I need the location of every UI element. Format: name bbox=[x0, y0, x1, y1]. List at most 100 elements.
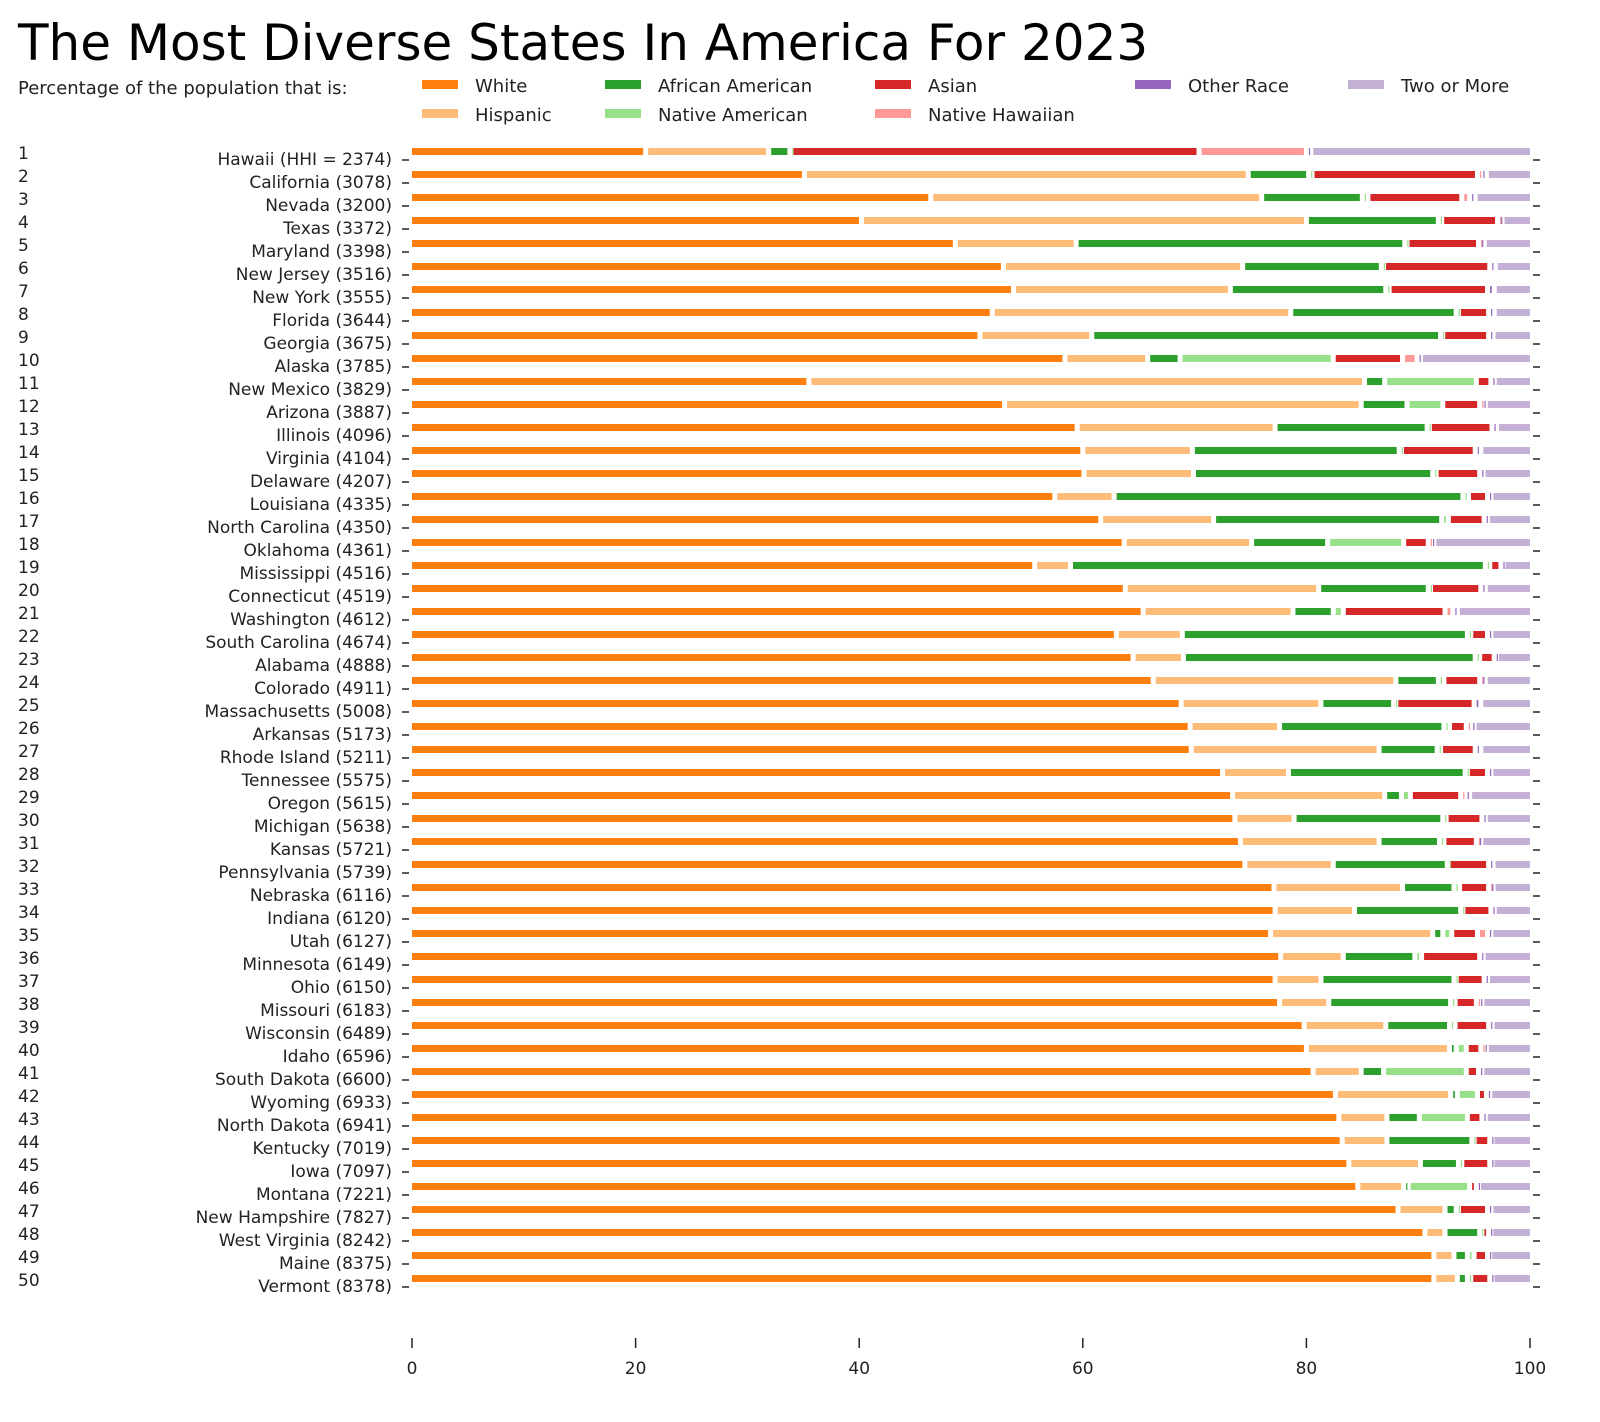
bar-segment-native-american bbox=[1396, 700, 1398, 707]
rank-label: 7 bbox=[18, 282, 29, 302]
state-label: Florida (3644) bbox=[272, 311, 392, 331]
bar-segment-other-race bbox=[1488, 1091, 1491, 1098]
bar-row: 47 New Hampshire (7827) bbox=[18, 1202, 1540, 1228]
bar-segment-hispanic bbox=[1237, 815, 1292, 822]
state-label: New York (3555) bbox=[252, 288, 392, 308]
rank-label: 43 bbox=[18, 1110, 40, 1130]
bar-segment-native-american bbox=[1441, 838, 1444, 845]
bar-segment-hispanic bbox=[1155, 677, 1394, 684]
bar-segment-white bbox=[412, 677, 1151, 684]
bar-segment-asian bbox=[1476, 1252, 1486, 1259]
bar-segment-african-american bbox=[1194, 447, 1397, 454]
state-label: Delaware (4207) bbox=[250, 472, 392, 492]
bar-segment-two-or-more bbox=[1493, 631, 1530, 638]
bar-segment-other-race bbox=[1419, 355, 1421, 362]
bar-segment-other-race bbox=[1478, 1183, 1481, 1190]
bar-row: 32 Pennsylvania (5739) bbox=[18, 857, 1540, 883]
state-label: Alabama (4888) bbox=[255, 656, 392, 676]
bar-segment-two-or-more bbox=[1483, 700, 1530, 707]
bar-segment-asian bbox=[1492, 562, 1499, 569]
rank-label: 36 bbox=[18, 949, 40, 969]
bar-segment-other-race bbox=[1467, 792, 1469, 799]
bar-segment-hispanic bbox=[1192, 723, 1278, 730]
bar-segment-african-american bbox=[1452, 1045, 1454, 1052]
bar-segment-native-hawaiian bbox=[1468, 723, 1470, 730]
bar-segment-hispanic bbox=[1360, 1183, 1402, 1190]
bar-segment-white bbox=[412, 424, 1075, 431]
bar-segment-white bbox=[412, 171, 802, 178]
bar-segment-white bbox=[412, 861, 1243, 868]
bar-segment-native-american bbox=[1459, 1091, 1475, 1098]
bar-segment-two-or-more bbox=[1476, 723, 1530, 730]
bar-segment-asian bbox=[1452, 723, 1464, 730]
bar-segment-hispanic bbox=[1341, 1114, 1385, 1121]
bar-segment-african-american bbox=[1356, 907, 1459, 914]
bar-segment-african-american bbox=[1195, 470, 1431, 477]
rank-label: 12 bbox=[18, 397, 40, 417]
bar-segment-native-hawaiian bbox=[1478, 999, 1481, 1006]
bar-segment-native-american bbox=[1458, 1045, 1464, 1052]
bar-row: 40 Idaho (6596) bbox=[18, 1041, 1540, 1067]
bar-segment-asian bbox=[1386, 263, 1488, 270]
bar-segment-two-or-more bbox=[1436, 539, 1530, 546]
bar-segment-african-american bbox=[1296, 815, 1441, 822]
bar-segment-hispanic bbox=[1277, 907, 1352, 914]
rank-label: 30 bbox=[18, 811, 40, 831]
bar-segment-two-or-more bbox=[1485, 470, 1530, 477]
bar-segment-other-race bbox=[1490, 286, 1492, 293]
bar-segment-african-american bbox=[1323, 700, 1392, 707]
bar-segment-asian bbox=[1454, 930, 1475, 937]
bar-row: 8 Florida (3644) bbox=[18, 305, 1540, 331]
bar-segment-two-or-more bbox=[1493, 1229, 1530, 1236]
state-label: Tennessee (5575) bbox=[240, 771, 392, 791]
bar-segment-native-hawaiian bbox=[1447, 608, 1451, 615]
rank-label: 9 bbox=[18, 328, 29, 348]
rank-label: 21 bbox=[18, 604, 40, 624]
bar-segment-hispanic bbox=[1085, 447, 1190, 454]
state-label: Ohio (6150) bbox=[291, 978, 392, 998]
bar-segment-hispanic bbox=[994, 309, 1289, 316]
bar-row: 9 Georgia (3675) bbox=[18, 328, 1540, 354]
state-label: Nevada (3200) bbox=[265, 196, 392, 216]
bar-row: 20 Connecticut (4519) bbox=[18, 581, 1540, 607]
bar-segment-african-american bbox=[1381, 838, 1437, 845]
bar-row: 19 Mississippi (4516) bbox=[18, 558, 1540, 584]
bar-segment-african-american bbox=[1447, 1229, 1478, 1236]
rank-label: 42 bbox=[18, 1087, 40, 1107]
bar-segment-asian bbox=[1472, 1183, 1474, 1190]
bar-segment-other-race bbox=[1479, 838, 1482, 845]
bar-segment-asian bbox=[1460, 1206, 1486, 1213]
bar-segment-hispanic bbox=[648, 148, 767, 155]
bar-row: 1 Hawaii (HHI = 2374) bbox=[18, 144, 1540, 170]
state-label: Massachusetts (5008) bbox=[204, 702, 392, 722]
bar-segment-african-american bbox=[1232, 286, 1384, 293]
bar-segment-native-american bbox=[1429, 424, 1431, 431]
bar-segment-white bbox=[412, 148, 644, 155]
legend-swatch bbox=[875, 80, 911, 89]
state-label: Virginia (4104) bbox=[266, 449, 392, 469]
bar-segment-white bbox=[412, 516, 1099, 523]
bar-segment-asian bbox=[1468, 1045, 1479, 1052]
bar-segment-asian bbox=[1406, 539, 1426, 546]
bar-segment-native-american bbox=[1465, 493, 1467, 500]
bar-row: 22 South Carolina (4674) bbox=[18, 627, 1540, 653]
bar-segment-hispanic bbox=[1183, 700, 1319, 707]
bar-segment-two-or-more bbox=[1492, 1091, 1530, 1098]
bar-segment-native-american bbox=[1460, 1160, 1463, 1167]
bar-row: 15 Delaware (4207) bbox=[18, 466, 1540, 492]
bar-segment-african-american bbox=[1331, 999, 1449, 1006]
bar-segment-native-american bbox=[1403, 792, 1408, 799]
bar-segment-hispanic bbox=[1086, 470, 1191, 477]
state-label: Louisiana (4335) bbox=[250, 495, 392, 515]
state-label: New Mexico (3829) bbox=[228, 380, 392, 400]
rank-label: 23 bbox=[18, 650, 40, 670]
bar-segment-african-american bbox=[1459, 1275, 1465, 1282]
bar-segment-white bbox=[412, 1091, 1333, 1098]
state-label: Vermont (8378) bbox=[258, 1277, 392, 1297]
bar-segment-native-american bbox=[1444, 516, 1446, 523]
bar-segment-african-american bbox=[1345, 953, 1413, 960]
bar-segment-white bbox=[412, 447, 1081, 454]
rank-label: 46 bbox=[18, 1179, 40, 1199]
bar-segment-native-american bbox=[1482, 1229, 1484, 1236]
bar-row: 50 Vermont (8378) bbox=[18, 1271, 1540, 1297]
